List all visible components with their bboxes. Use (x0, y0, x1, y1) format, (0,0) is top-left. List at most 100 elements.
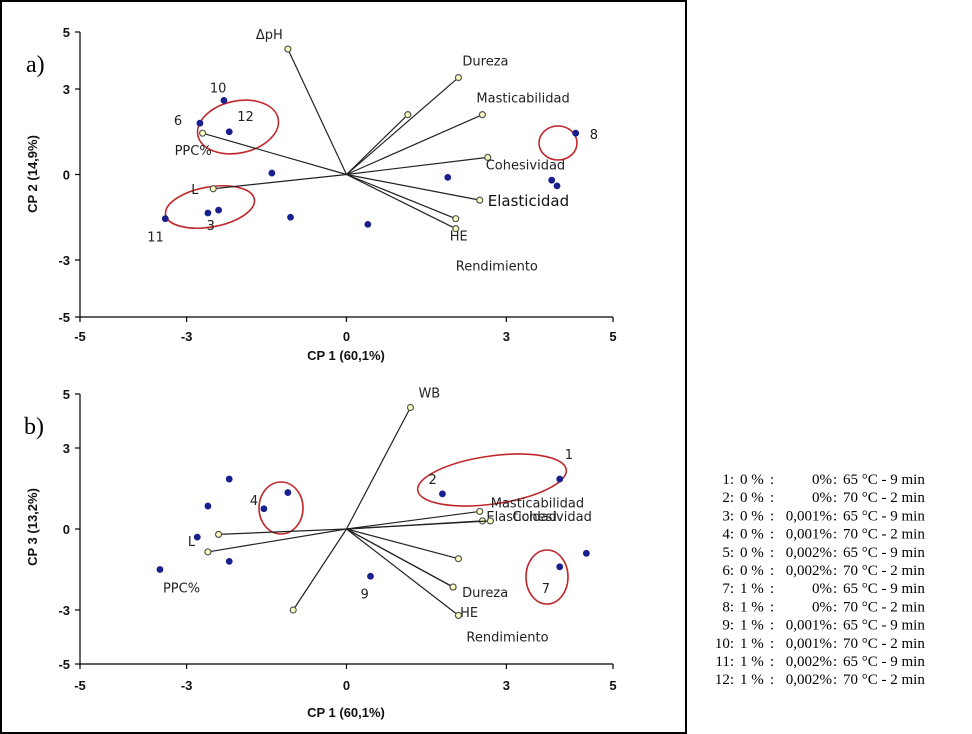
legend-col-c: 65 °C - 9 min (843, 618, 925, 634)
panel-b-y-title: CP 3 (13,2%) (25, 488, 40, 566)
legend-row: 6: 0 %:0,002%:70 °C - 2 min (722, 563, 925, 579)
x-tick-label: 3 (503, 329, 510, 344)
y-tick-label: -5 (58, 310, 70, 325)
legend-row: 1: 0 %:0%:65 °C - 9 min (722, 472, 925, 488)
legend-number: 10: (715, 636, 734, 652)
loading-label: L (191, 183, 199, 198)
score-label: 7 (542, 582, 550, 597)
loading-point (452, 215, 460, 223)
legend-row: 10: 1 %:0,001%:70 °C - 2 min (715, 636, 926, 652)
score-point (196, 119, 204, 127)
legend-number: 1: (722, 472, 734, 488)
legend-sep: : (770, 490, 774, 506)
loading-point (452, 225, 460, 233)
score-point (548, 176, 556, 184)
x-tick-label: -3 (181, 678, 193, 693)
x-tick-label: 5 (609, 678, 616, 693)
score-point (367, 572, 374, 580)
ellipse-group-1-2 (416, 453, 568, 507)
loading-label: Elasticidad (488, 192, 569, 210)
score-label: 3 (207, 219, 215, 234)
score-label: 8 (590, 128, 598, 143)
loading-vector (346, 528, 459, 616)
panel-b-highlight-ellipses (258, 453, 569, 605)
legend-sep: : (770, 472, 774, 488)
y-tick-label: 3 (63, 441, 70, 456)
legend-col-c: 65 °C - 9 min (843, 508, 925, 524)
legend-number: 2: (722, 490, 734, 506)
legend-col-c: 65 °C - 9 min (843, 581, 925, 597)
legend-sep: : (833, 581, 837, 597)
legend-row: 2: 0 %:0%:70 °C - 2 min (722, 490, 925, 506)
loading-label: HE (460, 606, 478, 621)
loading-label: Elasticidad (486, 510, 557, 525)
legend-sep: : (833, 508, 837, 524)
loading-vector (346, 114, 409, 175)
panel-a-loadings: ΔpH Dureza Masticabilidad Cohesividad Elasti… (175, 28, 570, 275)
legend-sep: : (833, 545, 837, 561)
y-tick-label: -3 (58, 253, 70, 268)
legend-sep: : (833, 527, 837, 543)
legend-sep: : (770, 563, 774, 579)
legend-col-a: 0 % (740, 563, 764, 579)
score-label: 12 (237, 110, 254, 125)
legend-sep: : (833, 599, 837, 615)
legend-sep: : (833, 563, 837, 579)
legend-sep: : (833, 636, 837, 652)
loading-vector (346, 114, 483, 176)
legend-row: 4: 0 %:0,001%:70 °C - 2 min (722, 527, 925, 543)
legend-sep: : (770, 599, 774, 615)
loading-label: Masticabilidad (476, 92, 569, 107)
x-tick-label: 0 (343, 329, 350, 344)
panel-b-x-title: CP 1 (60,1%) (307, 705, 385, 720)
legend-col-b: 0,002% (786, 545, 832, 561)
legend-sep: : (833, 490, 837, 506)
loading-label: WB (418, 387, 440, 402)
loading-point (284, 45, 292, 53)
score-point (284, 489, 292, 496)
ellipse-group-4 (258, 481, 304, 535)
legend-row: 12: 1 %:0,002%:70 °C - 2 min (715, 672, 926, 688)
y-tick-label: -5 (58, 657, 70, 672)
legend-number: 9: (722, 618, 734, 634)
legend-col-a: 1 % (740, 636, 764, 652)
legend-col-b: 0,001% (786, 527, 832, 543)
legend-col-b: 0,001% (786, 636, 832, 652)
y-tick-label: 0 (63, 168, 70, 183)
legend-sep: : (770, 545, 774, 561)
legend-number: 5: (722, 545, 734, 561)
legend-col-c: 70 °C - 2 min (843, 672, 925, 688)
score-point (204, 502, 212, 510)
legend-col-a: 1 % (740, 581, 764, 597)
loading-vector (346, 510, 480, 530)
loading-point (454, 611, 463, 620)
loading-point (476, 507, 484, 516)
score-point (439, 490, 446, 498)
x-tick-label: 3 (503, 678, 510, 693)
score-point (225, 128, 233, 136)
legend-col-a: 1 % (740, 672, 764, 688)
score-point (225, 558, 233, 565)
loading-label: L (188, 535, 196, 550)
legend-col-b: 0,001% (786, 508, 832, 524)
score-label: 1 (565, 448, 573, 463)
loading-vector (346, 520, 491, 530)
legend-col-a: 1 % (740, 599, 764, 615)
loading-vector (345, 407, 411, 530)
legend-row: 8: 1 %:0%:70 °C - 2 min (722, 599, 925, 615)
score-point (225, 475, 233, 483)
score-point (156, 566, 164, 573)
legend-col-b: 0,002% (786, 654, 832, 670)
loading-vector (292, 528, 348, 611)
legend-number: 3: (722, 508, 734, 524)
panel-b-biplot: b) CP 1 (60,1%) CP 3 (13,2%) -5 -3 0 3 5530-… (24, 387, 617, 721)
loading-label: Cohesividad (512, 510, 591, 525)
loading-label: HE (450, 230, 468, 245)
loading-vector (346, 173, 457, 230)
loading-vector (346, 156, 488, 176)
legend-sep: : (833, 672, 837, 688)
x-tick-label: -5 (74, 329, 86, 344)
legend-number: 4: (722, 527, 734, 543)
loading-label: Cohesividad (486, 158, 565, 173)
legend-col-c: 65 °C - 9 min (843, 545, 925, 561)
